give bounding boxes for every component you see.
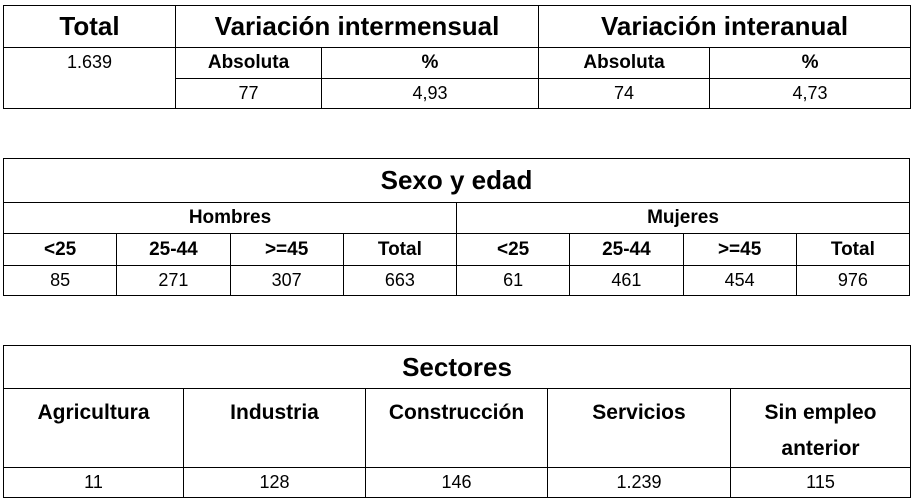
- column-cell: 25-44: [569, 233, 684, 266]
- sex-age-table: Sexo y edad Hombres Mujeres <25 25-44 >=…: [2, 158, 911, 296]
- header-cell: Total: [3, 5, 176, 48]
- column-cell: Total: [795, 233, 911, 266]
- value-cell: 454: [682, 265, 797, 296]
- value-cell: 11: [3, 467, 184, 498]
- value-cell: 115: [729, 467, 912, 498]
- sectors-table: Sectores Agricultura Industria Construcc…: [2, 345, 912, 498]
- group-cell: Hombres: [3, 202, 457, 234]
- value-cell: 461: [569, 265, 684, 296]
- value-cell: 61: [455, 265, 571, 296]
- subheader-cell: %: [709, 47, 912, 79]
- group-cell: Mujeres: [456, 202, 910, 234]
- column-cell: Total: [342, 233, 458, 266]
- value-cell: 307: [229, 265, 344, 296]
- header-cell: Variación interanual: [538, 5, 912, 48]
- subheader-cell: %: [320, 47, 540, 79]
- value-cell: 271: [116, 265, 231, 296]
- column-cell: Industria: [183, 388, 366, 468]
- value-cell: 85: [2, 265, 118, 296]
- column-cell: Construcción: [365, 388, 548, 468]
- column-cell: <25: [455, 233, 571, 266]
- value-cell: 74: [538, 78, 711, 109]
- value-cell: 976: [795, 265, 911, 296]
- value-cell: 663: [342, 265, 458, 296]
- value-cell: 128: [183, 467, 366, 498]
- column-cell: Servicios: [547, 388, 731, 468]
- header-cell: Variación intermensual: [174, 5, 540, 48]
- summary-table: Total Variación intermensual Variación i…: [3, 5, 912, 109]
- value-cell: 146: [365, 467, 548, 498]
- subheader-cell: Absoluta: [175, 47, 322, 79]
- total-cell: 1.639: [3, 47, 176, 109]
- column-cell: >=45: [229, 233, 344, 266]
- value-cell: 4,73: [709, 78, 912, 109]
- value-cell: 1.239: [547, 467, 731, 498]
- value-cell: 77: [175, 78, 322, 109]
- column-cell: Agricultura: [3, 388, 184, 468]
- column-cell: Sin empleo anterior: [729, 388, 912, 468]
- table-title: Sectores: [2, 345, 912, 389]
- table-title: Sexo y edad: [3, 158, 910, 203]
- column-cell: >=45: [682, 233, 797, 266]
- column-cell: 25-44: [116, 233, 231, 266]
- subheader-cell: Absoluta: [538, 47, 711, 79]
- column-cell: <25: [2, 233, 118, 266]
- value-cell: 4,93: [320, 78, 540, 109]
